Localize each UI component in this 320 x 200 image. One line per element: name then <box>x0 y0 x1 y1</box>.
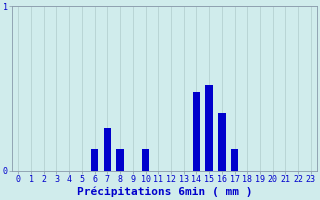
Bar <box>104 128 111 171</box>
Bar <box>142 149 149 171</box>
Bar <box>91 149 99 171</box>
Bar <box>193 92 200 171</box>
X-axis label: Précipitations 6min ( mm ): Précipitations 6min ( mm ) <box>77 187 252 197</box>
Bar <box>218 113 226 171</box>
Bar <box>231 149 238 171</box>
Bar <box>205 85 213 171</box>
Bar <box>116 149 124 171</box>
